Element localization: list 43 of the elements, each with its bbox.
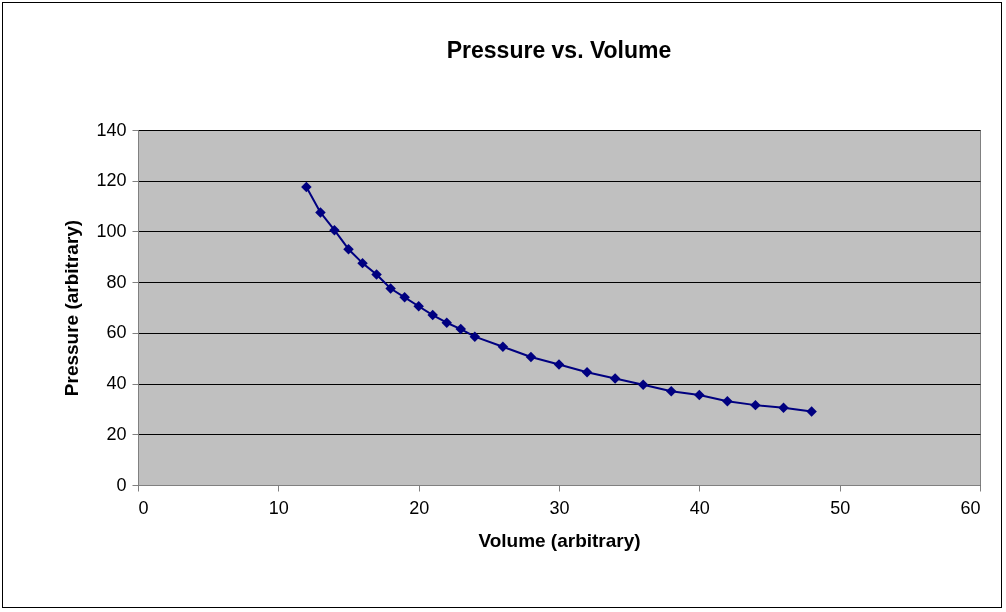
point bbox=[525, 351, 537, 363]
point bbox=[778, 402, 789, 413]
point bbox=[694, 389, 705, 401]
point bbox=[637, 379, 649, 391]
point bbox=[371, 269, 382, 280]
point bbox=[385, 283, 396, 294]
y-tick-label: 60 bbox=[106, 322, 127, 343]
point bbox=[722, 396, 733, 407]
y-tick-label: 80 bbox=[106, 271, 127, 292]
y-tick-label: 20 bbox=[106, 423, 127, 444]
point bbox=[609, 373, 621, 384]
point bbox=[399, 292, 410, 303]
x-tick-label: 30 bbox=[549, 497, 570, 518]
y-tick-label: 40 bbox=[106, 373, 127, 394]
x-tick-label: 0 bbox=[138, 497, 149, 518]
point bbox=[666, 385, 677, 397]
point bbox=[301, 181, 312, 193]
point bbox=[553, 359, 565, 370]
point bbox=[497, 341, 509, 353]
x-tick-label: 50 bbox=[830, 497, 851, 518]
point bbox=[343, 243, 354, 255]
point bbox=[427, 309, 438, 321]
x-tick-label: 40 bbox=[689, 497, 710, 518]
point bbox=[750, 399, 761, 411]
y-tick-label: 0 bbox=[116, 474, 127, 495]
point bbox=[329, 224, 340, 236]
y-tick-label: 100 bbox=[96, 220, 127, 241]
chart-title: Pressure vs. Volume bbox=[446, 37, 672, 63]
x-axis-title: Volume (arbitrary) bbox=[478, 529, 641, 551]
y-tick-label: 120 bbox=[96, 170, 127, 191]
x-tick-label: 20 bbox=[409, 497, 430, 518]
point bbox=[315, 207, 326, 218]
x-tick-label: 10 bbox=[268, 497, 289, 518]
y-axis-title: Pressure (arbitrary) bbox=[61, 219, 83, 397]
y-tick-label: 140 bbox=[96, 119, 127, 140]
x-tick-label: 60 bbox=[960, 497, 981, 518]
point bbox=[455, 323, 467, 335]
point bbox=[413, 300, 424, 312]
point bbox=[469, 331, 481, 342]
point bbox=[806, 406, 817, 417]
point bbox=[357, 257, 368, 269]
point bbox=[581, 366, 593, 378]
point bbox=[441, 317, 452, 328]
